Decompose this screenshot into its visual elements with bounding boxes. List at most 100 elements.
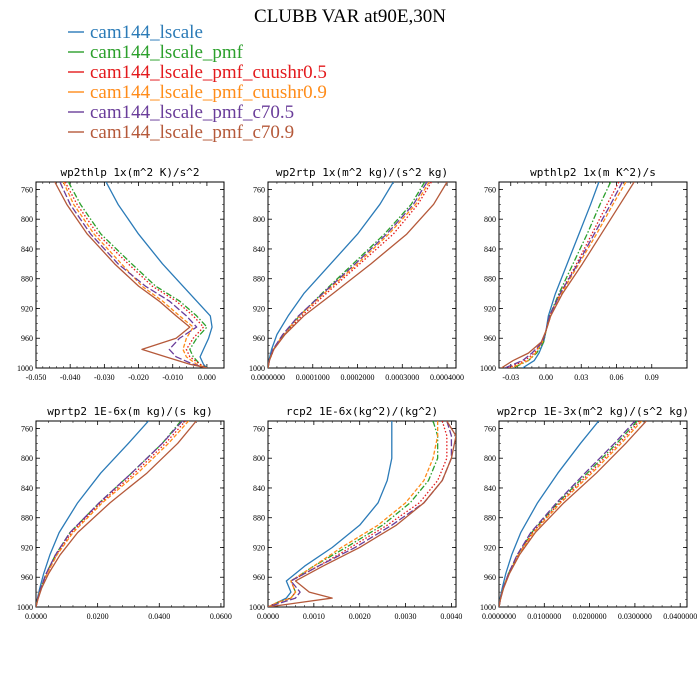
x-tick-label: 0.000 [198, 373, 216, 382]
series-line [268, 182, 448, 368]
plot-frame [35, 181, 225, 369]
panel-title: wprtp2 1E-6x(m kg)/(s kg) [47, 405, 213, 418]
plot-frame [498, 420, 688, 608]
y-tick-label: 760 [484, 424, 496, 433]
x-tick-label: 0.0300000 [618, 612, 652, 621]
y-tick-label: 800 [21, 454, 33, 463]
y-tick-label: 840 [21, 245, 33, 254]
y-tick-label: 1000 [480, 364, 496, 373]
series-line [512, 182, 612, 368]
x-tick-label: 0.0020 [349, 612, 371, 621]
series-line [508, 182, 620, 368]
y-tick-label: 880 [253, 514, 265, 523]
x-tick-label: 0.0004000 [430, 373, 464, 382]
x-tick-label: -0.030 [94, 373, 115, 382]
legend-entry: cam144_lscale_pmf_c70.9 [90, 122, 294, 143]
y-tick-label: 800 [253, 454, 265, 463]
legend-entry: cam144_lscale_pmf_cuushr0.5 [90, 62, 327, 83]
series-line [499, 421, 636, 607]
plot-frame [267, 181, 457, 369]
y-tick-label: 840 [484, 484, 496, 493]
y-tick-label: 880 [21, 514, 33, 523]
x-tick-label: 0.0000000 [482, 612, 516, 621]
series-line [36, 421, 149, 607]
y-tick-label: 960 [253, 573, 265, 582]
chart-panel: wp2thlp 1x(m^2 K)/s^2 760 800 840 880 920 960 1… [17, 166, 225, 382]
y-tick-label: 880 [21, 275, 33, 284]
x-tick-label: 0.0030 [395, 612, 417, 621]
y-tick-label: 880 [484, 514, 496, 523]
y-tick-label: 960 [484, 334, 496, 343]
y-tick-label: 800 [484, 215, 496, 224]
x-tick-label: -0.010 [162, 373, 183, 382]
x-tick-label: 0.0000 [257, 612, 279, 621]
y-tick-label: 960 [21, 334, 33, 343]
x-tick-label: 0.0000000 [251, 373, 285, 382]
legend-entry: cam144_lscale_pmf_c70.5 [90, 102, 294, 123]
y-tick-label: 760 [253, 185, 265, 194]
series-line [499, 421, 600, 607]
x-tick-label: 0.0600 [210, 612, 232, 621]
x-tick-label: 0.0040 [440, 612, 462, 621]
chart-panel: wprtp2 1E-6x(m kg)/(s kg) 760 800 840 880 920… [17, 405, 232, 621]
x-tick-label: 0.03 [574, 373, 588, 382]
x-tick-label: -0.03 [502, 373, 519, 382]
x-tick-label: 0.0002000 [341, 373, 375, 382]
y-tick-label: 760 [484, 185, 496, 194]
series-line [67, 182, 208, 368]
chart-panel: wp2rcp 1E-3x(m^2 kg)/(s^2 kg)760 800 840 88… [480, 405, 697, 621]
y-tick-label: 920 [253, 543, 265, 552]
y-tick-label: 920 [484, 543, 496, 552]
panel-title: wp2rtp 1x(m^2 kg)/(s^2 kg) [276, 166, 448, 179]
x-tick-label: 0.0400 [148, 612, 170, 621]
series-line [268, 182, 394, 368]
legend: cam144_lscalecam144_lscale_pmfcam144_lsc… [68, 22, 327, 143]
series-line [36, 421, 182, 607]
series-line [64, 182, 208, 368]
x-tick-label: 0.0400000 [663, 612, 697, 621]
x-tick-label: -0.050 [26, 373, 47, 382]
plot-frame [267, 420, 457, 608]
y-tick-label: 880 [484, 275, 496, 284]
series-line [268, 421, 448, 607]
series-line [499, 421, 647, 607]
y-tick-label: 800 [21, 215, 33, 224]
y-tick-label: 800 [253, 215, 265, 224]
y-tick-label: 1000 [249, 603, 265, 612]
chart-panel: wpthlp2 1x(m K^2)/s 760 800 840 880 920 960 100… [480, 166, 688, 382]
legend-entry: cam144_lscale_pmf [90, 42, 244, 63]
series-line [268, 182, 430, 368]
x-tick-label: 0.0200000 [573, 612, 607, 621]
x-tick-label: 0.00 [539, 373, 553, 382]
series-line [268, 421, 456, 607]
panel-title: wpthlp2 1x(m K^2)/s [530, 166, 656, 179]
series-line [510, 182, 627, 368]
y-tick-label: 880 [253, 275, 265, 284]
series-line [268, 421, 393, 607]
y-tick-label: 840 [484, 245, 496, 254]
series-line [36, 421, 197, 607]
panel-title: wp2rcp 1E-3x(m^2 kg)/(s^2 kg) [497, 405, 689, 418]
y-tick-label: 840 [253, 245, 265, 254]
chart-panel: wp2rtp 1x(m^2 kg)/(s^2 kg) 760 800 840 880 92… [249, 166, 464, 382]
panels: wp2thlp 1x(m^2 K)/s^2 760 800 840 880 920 960 1… [17, 166, 697, 621]
series-line [501, 182, 635, 368]
x-tick-label: 0.09 [645, 373, 659, 382]
x-tick-label: 0.0003000 [385, 373, 419, 382]
x-tick-label: -0.020 [128, 373, 149, 382]
y-tick-label: 840 [21, 484, 33, 493]
x-tick-label: 0.0100000 [527, 612, 561, 621]
legend-entry: cam144_lscale [90, 22, 203, 43]
y-tick-label: 920 [21, 543, 33, 552]
x-tick-label: 0.0200 [87, 612, 109, 621]
series-line [105, 182, 213, 368]
series-line [36, 421, 183, 607]
y-tick-label: 960 [253, 334, 265, 343]
legend-entry: cam144_lscale_pmf_cuushr0.9 [90, 82, 327, 103]
series-line [268, 421, 439, 607]
y-tick-label: 1000 [480, 603, 496, 612]
y-tick-label: 1000 [249, 364, 265, 373]
y-tick-label: 960 [484, 573, 496, 582]
y-tick-label: 920 [253, 304, 265, 313]
